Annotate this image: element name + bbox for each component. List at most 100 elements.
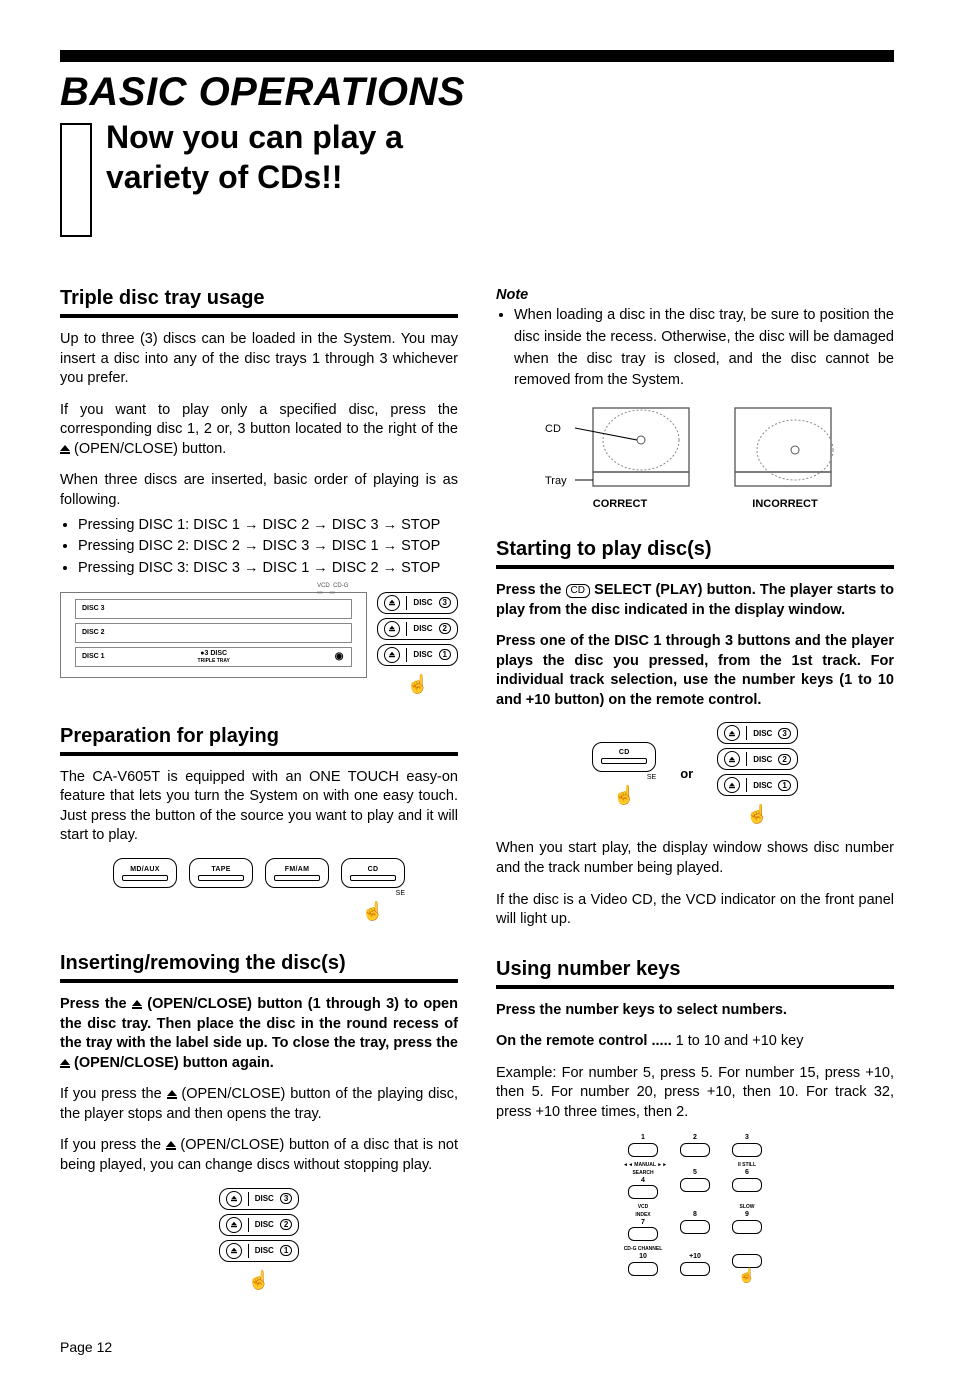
text: CD-G CHANNEL bbox=[624, 1246, 663, 1252]
list-item: Pressing DISC 1: DISC 1 → DISC 2 → DISC … bbox=[78, 515, 458, 537]
cd-button-inline: CD bbox=[566, 584, 590, 598]
text: 8 bbox=[693, 1211, 697, 1218]
heading-starting: Starting to play disc(s) bbox=[496, 538, 894, 561]
text: 4 bbox=[641, 1177, 645, 1184]
or-diagram: CD SE ☝ or DISC3 DISC2 DISC1 ☝ bbox=[496, 722, 894, 825]
text: If you want to play only a specified dis… bbox=[60, 402, 458, 438]
key-3: 3 bbox=[727, 1134, 767, 1157]
text: Press the bbox=[60, 996, 132, 1012]
finger-icon: ☝ bbox=[407, 674, 429, 695]
disc-button-2: DISC 2 bbox=[717, 748, 798, 770]
text: 5 bbox=[693, 1169, 697, 1176]
text: +10 bbox=[689, 1253, 701, 1260]
checkbox-graphic bbox=[60, 123, 92, 237]
para-start-3: When you start play, the display window … bbox=[496, 839, 894, 878]
text: (OPEN/CLOSE) button. bbox=[70, 441, 226, 457]
correct-diagram: CD Tray CORRECT bbox=[545, 402, 695, 510]
text: 1 bbox=[778, 780, 790, 791]
page-title: BASIC OPERATIONS bbox=[60, 70, 894, 115]
finger-icon: ☝ bbox=[592, 785, 656, 806]
tray-label: Tray bbox=[545, 475, 567, 487]
text: DISC bbox=[753, 729, 772, 738]
text: 1 bbox=[641, 1134, 645, 1141]
text: DISC bbox=[413, 624, 432, 633]
correct-incorrect-diagram: CD Tray CORRECT INCORRECT bbox=[496, 402, 894, 510]
left-column: Triple disc tray usage Up to three (3) d… bbox=[60, 287, 458, 1315]
eject-icon bbox=[60, 445, 70, 454]
finger-icon: ☝ bbox=[746, 804, 768, 825]
para-triple-2: If you want to play only a specified dis… bbox=[60, 401, 458, 460]
tray-slot-2: DISC 2 bbox=[75, 623, 352, 643]
heading-number-keys: Using number keys bbox=[496, 958, 894, 981]
source-mdaux: MD/AUX bbox=[113, 858, 177, 888]
text: 3 bbox=[280, 1193, 292, 1204]
subtitle-block: Now you can play a variety of CDs!! bbox=[60, 117, 894, 237]
rule bbox=[496, 565, 894, 569]
or-label: or bbox=[680, 766, 693, 781]
heading-triple-disc: Triple disc tray usage bbox=[60, 287, 458, 310]
text: MD/AUX bbox=[130, 866, 159, 873]
disc-button-1: DISC1 bbox=[377, 644, 458, 666]
cd-label: CD bbox=[545, 423, 561, 435]
text: 9 bbox=[745, 1211, 749, 1218]
text: ◄◄ MANUAL ►► SEARCH bbox=[623, 1162, 667, 1176]
key-plus10: +10 bbox=[675, 1245, 715, 1283]
tray-slot-1-label: DISC 1 bbox=[82, 653, 105, 660]
para-numkey-1: Press the number keys to select numbers. bbox=[496, 1001, 894, 1021]
list-item: When loading a disc in the disc tray, be… bbox=[514, 305, 894, 392]
tray-slot-1: DISC 1 ●3 DISC TRIPLE TRAY ◉ bbox=[75, 647, 352, 667]
disc-order-list: Pressing DISC 1: DISC 1 → DISC 2 → DISC … bbox=[60, 515, 458, 580]
disc-button-1: DISC1 bbox=[219, 1240, 300, 1262]
text: DISC bbox=[255, 1220, 274, 1229]
subtitle-line1: Now you can play a bbox=[106, 119, 403, 155]
key-9: SLOW9 bbox=[727, 1203, 767, 1241]
eject-icon bbox=[60, 1059, 70, 1068]
subtitle: Now you can play a variety of CDs!! bbox=[106, 117, 403, 197]
tray-diagram: VCD CD-G▭ ▭ DISC 3 DISC 2 DISC 1 ●3 DISC… bbox=[60, 592, 458, 695]
tray-center-label: ●3 DISC TRIPLE TRAY bbox=[198, 650, 230, 664]
key-10: CD-G CHANNEL10 bbox=[623, 1245, 663, 1283]
key-8: 8 bbox=[675, 1203, 715, 1241]
key-finger: ☝ bbox=[727, 1245, 767, 1283]
text: II STILL bbox=[738, 1162, 756, 1168]
text: DISC bbox=[255, 1194, 274, 1203]
text: FM/AM bbox=[285, 866, 309, 873]
eject-icon bbox=[132, 1000, 142, 1009]
para-insert-3: If you press the (OPEN/CLOSE) button of … bbox=[60, 1136, 458, 1175]
text: SLOW bbox=[740, 1204, 755, 1210]
text: CD bbox=[368, 866, 379, 873]
para-numkey-2: On the remote control ..... 1 to 10 and … bbox=[496, 1032, 894, 1052]
text: (OPEN/CLOSE) button again. bbox=[70, 1055, 274, 1071]
text: 7 bbox=[641, 1219, 645, 1226]
text: 2 bbox=[693, 1134, 697, 1141]
text: TAPE bbox=[211, 866, 230, 873]
text: If you press the bbox=[60, 1137, 166, 1153]
page-number: Page 12 bbox=[60, 1339, 894, 1355]
right-column: Note When loading a disc in the disc tra… bbox=[496, 287, 894, 1315]
disc-button-1: DISC 1 bbox=[717, 774, 798, 796]
text: 3 bbox=[778, 728, 790, 739]
rule bbox=[60, 752, 458, 756]
para-start-1: Press the CD SELECT (PLAY) button. The p… bbox=[496, 581, 894, 620]
incorrect-label: INCORRECT bbox=[725, 498, 845, 510]
heading-preparation: Preparation for playing bbox=[60, 725, 458, 748]
finger-icon: ☝ bbox=[248, 1270, 270, 1291]
text: On the remote control ..... bbox=[496, 1033, 672, 1049]
text: DISC bbox=[753, 781, 772, 790]
tray-top-label: VCD CD-G▭ ▭ bbox=[317, 583, 348, 596]
text: SE bbox=[341, 890, 405, 897]
source-fmam: FM/AM bbox=[265, 858, 329, 888]
text: 3 DISC bbox=[205, 650, 228, 657]
incorrect-diagram: INCORRECT bbox=[725, 402, 845, 510]
text: 2 bbox=[778, 754, 790, 765]
text: 3 bbox=[745, 1134, 749, 1141]
rule bbox=[60, 314, 458, 318]
disc-logo-icon: ◉ bbox=[335, 651, 344, 662]
text: DISC bbox=[753, 755, 772, 764]
para-numkey-3: Example: For number 5, press 5. For numb… bbox=[496, 1064, 894, 1123]
eject-icon bbox=[167, 1090, 177, 1099]
text: Press the bbox=[496, 582, 566, 598]
number-key-diagram: 1 2 3 ◄◄ MANUAL ►► SEARCH4 5 II STILL6 V… bbox=[496, 1134, 894, 1283]
disc-button-2: DISC2 bbox=[219, 1214, 300, 1236]
text: VCD INDEX bbox=[635, 1204, 650, 1218]
